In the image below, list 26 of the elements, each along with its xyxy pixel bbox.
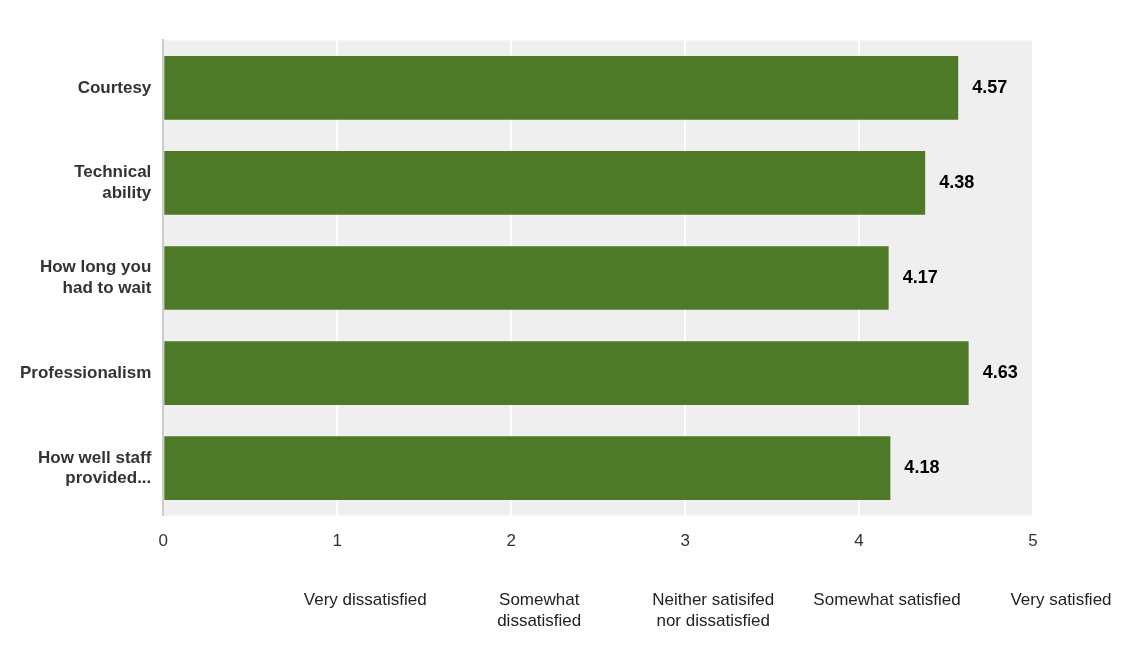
x-tick-label: 2 — [506, 531, 516, 551]
y-tick-label: Professionalism — [20, 362, 152, 382]
y-tick-label: Technical ability — [74, 162, 152, 202]
text: Very dissatisfied — [303, 589, 427, 609]
bar — [164, 56, 959, 120]
y-tick-label: How long you had to wait — [39, 257, 152, 297]
x-tick-label: 3 — [680, 531, 690, 551]
x-tick-label: 4 — [854, 531, 864, 551]
data-label: 4.17 — [902, 266, 938, 287]
x-tick-label: 0 — [158, 531, 169, 551]
data-label: 4.63 — [982, 362, 1018, 383]
bar — [164, 246, 889, 310]
text: Somewhat satisfied — [813, 589, 961, 609]
data-label: 4.38 — [939, 171, 975, 192]
data-label: 4.57 — [972, 76, 1008, 97]
text: Somewhat dissatisfied — [497, 589, 582, 630]
text: Very satisfied — [1010, 589, 1112, 609]
x-tick-label: 1 — [332, 531, 342, 551]
y-tick-label: Courtesy — [77, 77, 152, 97]
y-tick-label: How well staff provided... — [37, 447, 152, 487]
bar — [164, 151, 926, 215]
x-tick-label: 5 — [1028, 531, 1038, 551]
bar — [164, 436, 891, 500]
data-label: 4.18 — [904, 457, 940, 478]
bar — [164, 341, 969, 405]
text: Neither satisifed nor dissatisfied — [652, 589, 775, 630]
